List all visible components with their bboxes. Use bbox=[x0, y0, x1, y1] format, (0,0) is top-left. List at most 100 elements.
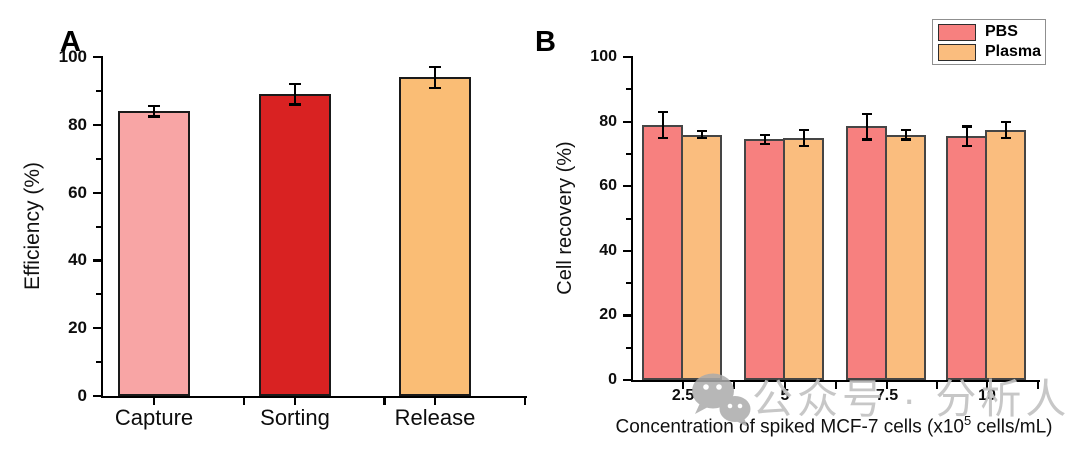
bar-sorting bbox=[259, 94, 331, 396]
error-bar-cap bbox=[759, 133, 770, 136]
x-boundary-tick bbox=[524, 398, 527, 405]
y-tick bbox=[93, 123, 101, 126]
error-bar-cap bbox=[429, 86, 441, 89]
x-category-label: Release bbox=[394, 405, 476, 430]
error-bar bbox=[965, 126, 968, 146]
y-tick-label: 100 bbox=[590, 48, 617, 65]
y-minor-tick bbox=[626, 152, 631, 155]
chart-a: Efficiency (%) 0 20 40 60 80 100 Capture Sortin… bbox=[21, 47, 527, 430]
y-minor-tick bbox=[626, 88, 631, 91]
y-tick bbox=[623, 56, 631, 59]
x-category-label: 10 bbox=[978, 387, 996, 404]
legend-label-pbs: PBS bbox=[985, 23, 1018, 40]
panel-label-a: A bbox=[60, 26, 81, 58]
bar-pbs bbox=[846, 126, 887, 380]
error-bar-cap bbox=[900, 128, 911, 131]
error-bar-cap bbox=[289, 103, 301, 106]
error-bar-cap bbox=[798, 128, 809, 131]
y-tick bbox=[93, 56, 101, 59]
chart-b: Cell recovery (%) 0 20 40 60 80 100 2.5 5 7.5 10 … bbox=[540, 0, 1080, 459]
y-tick-label: 80 bbox=[68, 114, 87, 134]
y-tick bbox=[93, 191, 101, 194]
error-bar bbox=[661, 111, 664, 138]
error-bar-cap bbox=[148, 115, 160, 118]
y-tick-label: 40 bbox=[599, 241, 617, 259]
x-tick bbox=[294, 398, 297, 405]
chart-b-plot-area: 0 20 40 60 80 100 2.5 5 7.5 10 bbox=[590, 48, 1040, 404]
legend-swatch-pbs bbox=[938, 23, 976, 41]
x-boundary-tick bbox=[834, 382, 837, 389]
error-bar-cap bbox=[696, 130, 707, 133]
x-tick bbox=[986, 382, 989, 389]
error-bar-cap bbox=[961, 125, 972, 128]
error-bar bbox=[153, 106, 155, 117]
y-minor-tick bbox=[96, 361, 101, 364]
y-tick-label: 20 bbox=[599, 306, 617, 324]
y-tick bbox=[93, 259, 101, 262]
chart-a-plot-area: 0 20 40 60 80 100 Capture Sorting Release bbox=[59, 47, 527, 430]
y-tick-label: 20 bbox=[68, 318, 87, 338]
x-tick bbox=[886, 382, 889, 389]
y-tick bbox=[623, 314, 631, 317]
error-bar-cap bbox=[798, 144, 809, 147]
error-bar bbox=[700, 131, 703, 138]
x-boundary-tick bbox=[1037, 382, 1040, 389]
bar-capture bbox=[118, 111, 190, 396]
error-bar bbox=[763, 134, 766, 145]
y-tick-label: 0 bbox=[608, 371, 617, 388]
error-bar bbox=[865, 113, 868, 140]
chart-b-x-axis-title: Concentration of spiked MCF-7 cells (x10… bbox=[580, 413, 1080, 438]
y-tick bbox=[623, 379, 631, 382]
y-minor-tick bbox=[626, 282, 631, 285]
error-bar bbox=[294, 84, 296, 105]
error-bar-cap bbox=[1000, 136, 1011, 139]
y-tick bbox=[623, 249, 631, 252]
bar-plasma bbox=[681, 134, 722, 380]
error-bar-cap bbox=[148, 105, 160, 108]
error-bar bbox=[802, 129, 805, 146]
bar-release bbox=[399, 77, 471, 396]
y-minor-tick bbox=[96, 225, 101, 228]
bar-pbs bbox=[642, 124, 683, 380]
y-minor-tick bbox=[96, 293, 101, 296]
x-category-label: 2.5 bbox=[671, 387, 695, 404]
bar-plasma bbox=[985, 129, 1026, 380]
x-boundary-tick bbox=[935, 382, 938, 389]
y-tick-label: 0 bbox=[77, 386, 87, 405]
legend-swatch-plasma bbox=[938, 43, 976, 61]
bar-plasma bbox=[885, 134, 926, 380]
x-boundary-tick bbox=[383, 398, 386, 405]
error-bar bbox=[434, 67, 436, 88]
error-bar-cap bbox=[657, 136, 668, 139]
y-tick-label: 60 bbox=[599, 177, 617, 195]
x-tick bbox=[784, 382, 787, 389]
y-minor-tick bbox=[626, 346, 631, 349]
y-tick-label: 100 bbox=[58, 47, 87, 66]
y-tick-label: 80 bbox=[599, 112, 617, 130]
x-tick bbox=[682, 382, 685, 389]
y-tick bbox=[93, 395, 101, 398]
x-axis-title-superscript: 5 bbox=[963, 413, 972, 428]
error-bar-cap bbox=[429, 66, 441, 69]
error-bar-cap bbox=[861, 112, 872, 115]
panel-label-b: B bbox=[535, 26, 556, 58]
y-minor-tick bbox=[626, 217, 631, 220]
x-axis-title-text: Concentration of spiked MCF-7 cells (x10 bbox=[615, 416, 964, 438]
y-axis-line bbox=[101, 56, 104, 398]
x-tick bbox=[434, 398, 437, 405]
x-axis-line bbox=[631, 380, 1040, 383]
error-bar-cap bbox=[289, 83, 301, 86]
x-axis-title-text-suffix: cells/mL) bbox=[971, 416, 1053, 438]
y-tick-label: 60 bbox=[68, 182, 87, 202]
x-category-label: Sorting bbox=[260, 405, 330, 430]
error-bar-cap bbox=[861, 138, 872, 141]
error-bar-cap bbox=[657, 110, 668, 114]
legend: PBS Plasma bbox=[932, 19, 1046, 65]
x-axis-line bbox=[101, 396, 527, 399]
x-category-label: 7.5 bbox=[875, 387, 899, 404]
y-axis-line bbox=[631, 56, 634, 382]
legend-entry-plasma: Plasma bbox=[938, 42, 1042, 62]
bar-pbs bbox=[946, 136, 987, 380]
legend-label-plasma: Plasma bbox=[985, 43, 1042, 60]
